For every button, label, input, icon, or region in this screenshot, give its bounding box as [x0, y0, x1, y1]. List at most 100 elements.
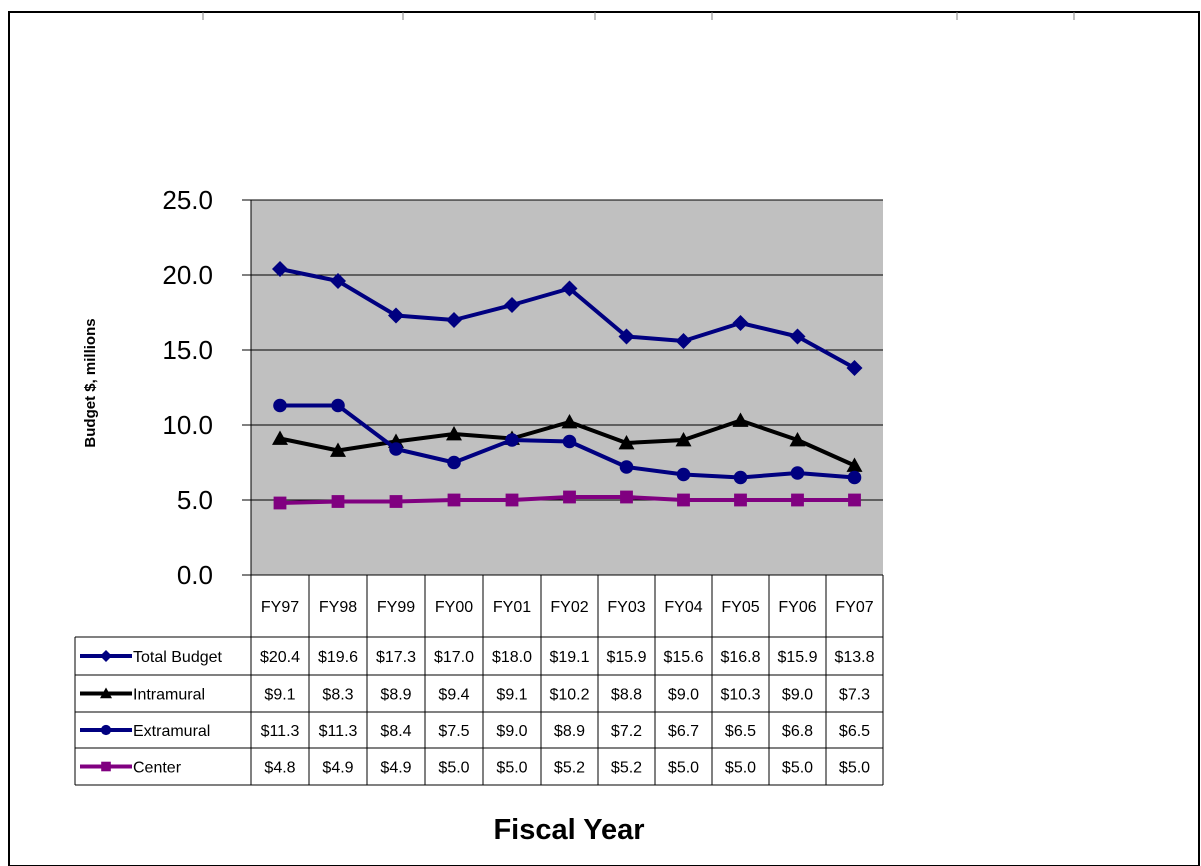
- x-category-label: FY04: [664, 599, 702, 616]
- series-extramural: [273, 398, 862, 485]
- data-point: [273, 496, 287, 510]
- table-value: $18.0: [492, 649, 532, 666]
- data-point: [563, 490, 576, 504]
- data-point: [789, 328, 806, 345]
- data-point: [331, 495, 345, 508]
- data-point: [504, 297, 520, 313]
- x-category-label: FY98: [319, 599, 357, 616]
- table-value: $19.6: [318, 649, 358, 666]
- legend-series-label: Intramural: [133, 687, 205, 704]
- data-point: [789, 432, 806, 447]
- table-value: $20.4: [260, 649, 300, 666]
- legend-series-label: Total Budget: [133, 649, 223, 666]
- table-value: $8.9: [380, 687, 411, 704]
- data-point: [447, 455, 461, 470]
- table-value: $5.2: [554, 760, 585, 777]
- data-point: [446, 312, 462, 328]
- y-axis-label: Budget $, millions: [82, 318, 99, 447]
- x-category-label: FY05: [721, 599, 759, 616]
- table-value: $8.9: [554, 723, 585, 740]
- data-point: [846, 360, 863, 376]
- x-category-label: FY97: [261, 599, 299, 616]
- legend-key-marker: [100, 724, 112, 736]
- data-point: [331, 398, 345, 413]
- table-value: $6.8: [782, 723, 813, 740]
- table-value: $5.0: [782, 760, 813, 777]
- data-point: [790, 466, 805, 480]
- data-point: [618, 435, 635, 450]
- table-value: $6.5: [725, 723, 756, 740]
- table-value: $19.1: [549, 649, 589, 666]
- table-value: $9.0: [496, 723, 527, 740]
- legend-series-label: Extramural: [133, 723, 210, 740]
- table-value: $5.0: [839, 760, 870, 777]
- data-point: [732, 315, 749, 331]
- x-category-label: FY06: [778, 599, 816, 616]
- table-value: $8.8: [611, 687, 642, 704]
- data-point: [848, 493, 861, 507]
- table-value: $10.2: [549, 687, 589, 704]
- table-value: $15.9: [606, 649, 646, 666]
- y-axis-ticks: 0.0 5.0 10.0 15.0 20.0 25.0: [162, 185, 251, 590]
- data-point: [620, 490, 633, 504]
- series-center: [273, 490, 861, 510]
- data-point: [677, 493, 690, 507]
- table-value: $11.3: [319, 723, 358, 740]
- legend-key-marker: [100, 687, 112, 699]
- data-point: [388, 307, 404, 324]
- x-axis-label: Fiscal Year: [493, 814, 644, 846]
- table-value: $17.0: [434, 649, 474, 666]
- data-point: [619, 460, 634, 474]
- table-value: $4.8: [264, 760, 295, 777]
- y-tick-label: 25.0: [162, 185, 213, 215]
- x-category-label: FY03: [607, 599, 645, 616]
- data-table: FY97 FY98 FY99 FY00 FY01 FY02 FY03 FY04 FY05 FY06…: [74, 574, 884, 786]
- data-point: [676, 467, 691, 482]
- y-tick-label: 20.0: [162, 260, 213, 290]
- x-category-label: FY99: [377, 599, 415, 616]
- table-value: $5.0: [496, 760, 527, 777]
- y-tick-label: 0.0: [177, 560, 213, 590]
- data-point: [389, 442, 403, 456]
- table-value: $9.4: [438, 687, 469, 704]
- y-tick-label: 10.0: [162, 410, 213, 440]
- data-point: [675, 333, 692, 349]
- data-point: [561, 280, 578, 297]
- table-value: $4.9: [380, 760, 411, 777]
- table-value: $5.0: [438, 760, 469, 777]
- data-point: [733, 470, 748, 485]
- data-point: [847, 470, 862, 485]
- x-category-label: FY01: [493, 599, 531, 616]
- data-point: [732, 412, 749, 427]
- y-tick-label: 15.0: [162, 335, 213, 365]
- data-point: [446, 426, 462, 441]
- table-value: $5.0: [668, 760, 699, 777]
- data-point: [562, 434, 577, 449]
- plot-area: [251, 200, 883, 575]
- data-point: [272, 261, 288, 277]
- data-point: [273, 398, 287, 413]
- data-point: [505, 433, 519, 447]
- legend-series-label: Center: [133, 760, 182, 777]
- table-value: $15.9: [777, 649, 817, 666]
- table-value: $11.3: [261, 723, 300, 740]
- table-value: $6.7: [668, 723, 699, 740]
- table-value: $4.9: [322, 760, 353, 777]
- x-category-label: FY00: [435, 599, 473, 616]
- series-layer: [272, 261, 863, 510]
- data-point: [447, 493, 461, 507]
- legend-key-marker: [100, 650, 112, 662]
- data-point: [272, 430, 288, 445]
- table-value: $9.1: [496, 687, 527, 704]
- table-value: $6.5: [839, 723, 870, 740]
- y-tick-label: 5.0: [177, 485, 213, 515]
- table-value: $7.5: [438, 723, 469, 740]
- data-point: [846, 457, 863, 472]
- legend-key-marker: [101, 761, 111, 772]
- data-point: [505, 493, 519, 507]
- data-point: [389, 495, 403, 508]
- table-value: $15.6: [663, 649, 703, 666]
- table-value: $13.8: [834, 649, 874, 666]
- top-gridline-ticks: [202, 12, 1075, 20]
